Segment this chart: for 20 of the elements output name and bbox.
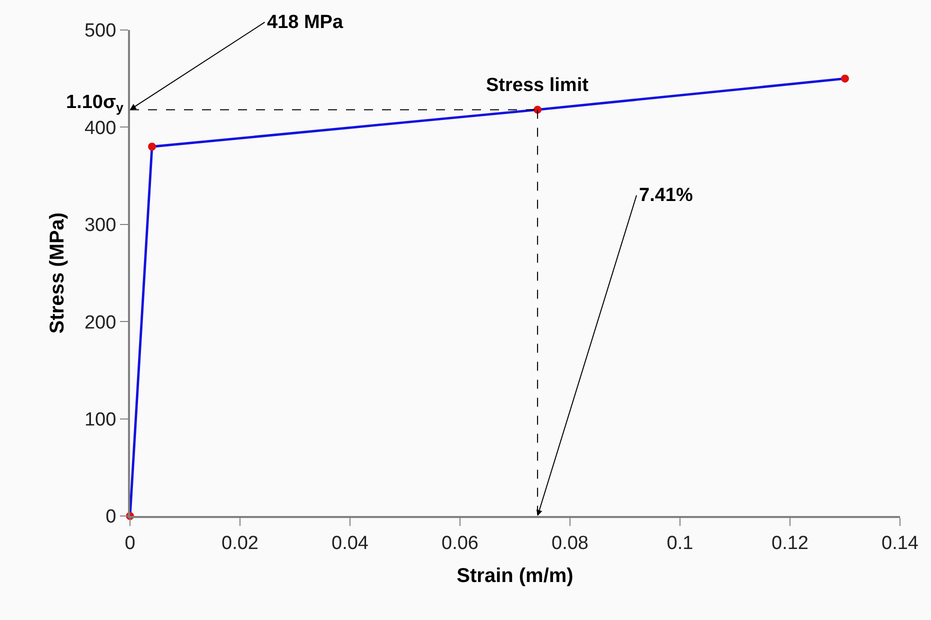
x-tick-label: 0.02: [222, 532, 258, 554]
y-tick-label: 200: [84, 312, 116, 334]
y-tick-label: 100: [84, 409, 116, 430]
x-tick-label: 0.04: [332, 532, 369, 554]
x-tick-label: 0.14: [882, 532, 919, 554]
x-tick-label: 0: [124, 532, 136, 554]
x-tick-label: 0.12: [772, 532, 808, 554]
y-tick-label: 500: [84, 20, 116, 42]
annotation: 7.41%: [639, 185, 693, 206]
annotation: Stress limit: [486, 75, 590, 96]
y-tick-label: 400: [84, 118, 116, 139]
x-tick-label: 0.06: [442, 532, 478, 554]
text: 1.10σ$_{y}$: [66, 92, 124, 115]
x-tick-label: 0.08: [552, 532, 588, 554]
y-tick-label: 0: [106, 506, 116, 528]
y-tick-label: 300: [84, 215, 116, 236]
y-axis-title: Stress (MPa): [46, 212, 68, 334]
annotation: 418 MPa: [267, 12, 344, 33]
x-tick-label: 0.1: [666, 532, 694, 554]
x-axis-title: Strain (m/m): [456, 564, 574, 587]
